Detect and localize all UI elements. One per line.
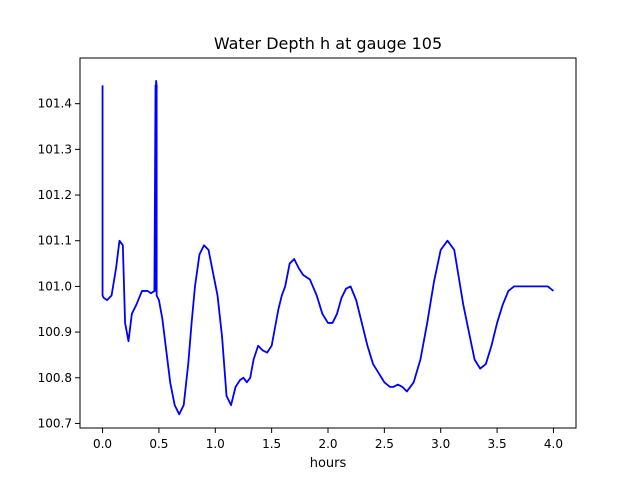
x-tick-label: 0.5 — [149, 437, 168, 451]
x-tick-label: 3.5 — [488, 437, 507, 451]
series-line — [101, 79, 555, 416]
y-tick-label: 101.4 — [38, 97, 72, 111]
x-tick-label: 2.0 — [318, 437, 337, 451]
y-tick-label: 101.0 — [38, 279, 72, 293]
y-tick-label: 100.9 — [38, 325, 72, 339]
x-axis-label: hours — [310, 456, 347, 471]
x-tick-label: 1.5 — [262, 437, 281, 451]
x-tick-label: 2.5 — [375, 437, 394, 451]
y-tick-label: 101.1 — [38, 234, 72, 248]
x-tick-label: 3.0 — [431, 437, 450, 451]
y-axis-ticks: 100.7 100.8 100.9 101.0 101.1 101.2 101.3 101.4 — [38, 97, 80, 430]
y-tick-label: 101.3 — [38, 142, 72, 156]
chart-title: Water Depth h at gauge 105 — [214, 34, 442, 53]
y-tick-label: 100.7 — [38, 416, 72, 430]
axes-frame — [79, 57, 577, 429]
x-tick-label: 1.0 — [206, 437, 225, 451]
y-tick-label: 101.2 — [38, 188, 72, 202]
x-tick-label: 4.0 — [544, 437, 563, 451]
y-tick-label: 100.8 — [38, 371, 72, 385]
plot-layer — [101, 79, 555, 416]
x-axis-ticks: 0.0 0.5 1.0 1.5 2.0 2.5 3.0 3.5 4.0 — [93, 428, 563, 451]
x-tick-label: 0.0 — [93, 437, 112, 451]
